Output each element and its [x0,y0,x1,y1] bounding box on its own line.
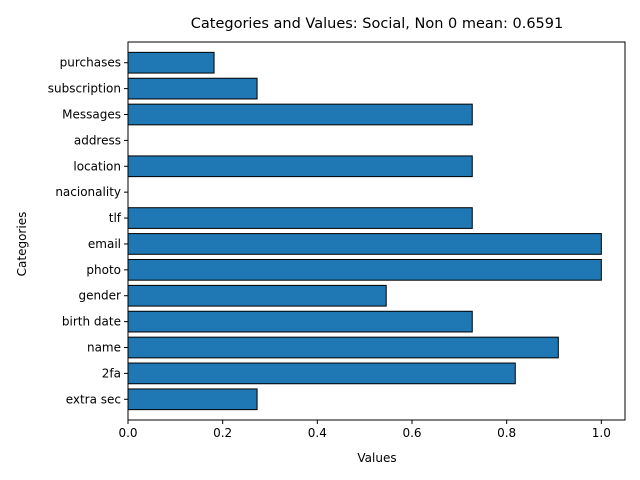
y-tick-label-gender: gender [78,289,121,303]
y-tick-label-birth-date: birth date [62,315,121,329]
chart-title: Categories and Values: Social, Non 0 mea… [191,16,563,32]
y-tick-label-nacionality: nacionality [55,185,121,199]
y-axis-label: Categories [15,212,29,277]
bar-location [127,155,473,178]
y-tick-label-email: email [88,237,121,251]
x-tick-label: 0.8 [497,426,516,440]
y-tick-label-location: location [73,159,121,173]
bar-extra-sec [127,388,258,411]
y-ticks-group: extra sec 2fa name birth date gender photo ema… [48,56,128,406]
y-tick-label-purchases: purchases [60,56,121,70]
y-tick-label-name: name [87,341,121,355]
y-tick-label-address: address [74,133,121,147]
y-tick-label-messages: Messages [62,107,121,121]
x-ticks-group: 0.0 0.2 0.4 0.6 0.8 1.0 [118,420,611,440]
bars-group [127,51,602,411]
bar-tlf [127,207,473,229]
bar-gender [127,284,387,307]
bar-birth-date [127,310,473,333]
plot-area-frame [127,41,626,421]
x-axis-label: Values [357,451,396,465]
x-tick-label: 0.0 [118,426,137,440]
bar-photo [127,258,602,281]
y-tick-label-tlf: tlf [109,211,122,225]
bar-purchases [127,51,215,74]
bar-messages [127,103,473,126]
x-tick-label: 0.6 [402,426,421,440]
x-tick-label: 0.2 [213,426,232,440]
bar-name [127,336,559,359]
y-tick-label-photo: photo [86,263,121,277]
bar-email [127,233,602,255]
x-tick-label: 0.4 [308,426,327,440]
y-tick-label-extra-sec: extra sec [66,392,121,406]
y-tick-label-subscription: subscription [48,82,121,96]
bar-2fa [127,362,516,385]
bar-subscription [127,77,258,100]
x-tick-label: 1.0 [592,426,611,440]
y-tick-label-2fa: 2fa [102,366,121,380]
